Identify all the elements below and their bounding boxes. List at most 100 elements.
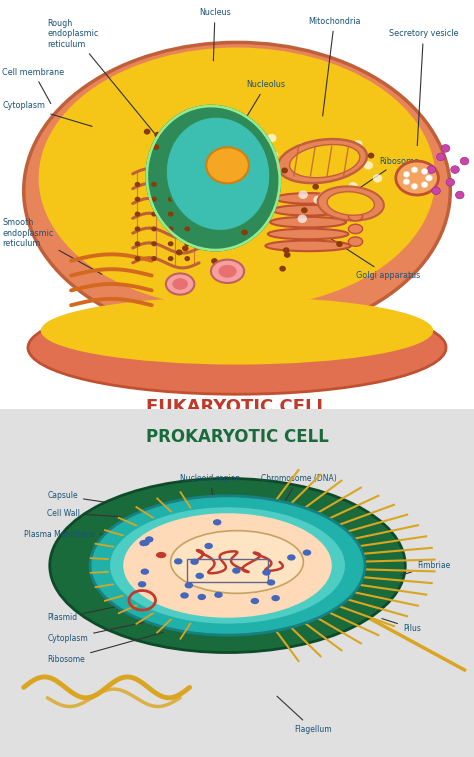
Circle shape <box>258 148 268 156</box>
Ellipse shape <box>348 237 363 246</box>
Circle shape <box>176 250 182 255</box>
Circle shape <box>446 179 455 186</box>
Ellipse shape <box>24 42 450 339</box>
Circle shape <box>364 161 373 170</box>
Circle shape <box>135 182 140 187</box>
Ellipse shape <box>327 192 374 215</box>
Circle shape <box>421 182 428 188</box>
Circle shape <box>211 258 218 264</box>
Text: Cytoplasm: Cytoplasm <box>47 618 163 643</box>
Circle shape <box>299 191 308 199</box>
Circle shape <box>184 241 190 246</box>
Circle shape <box>213 519 221 525</box>
Circle shape <box>151 226 157 232</box>
Ellipse shape <box>268 229 348 239</box>
Circle shape <box>135 226 140 232</box>
Circle shape <box>184 182 190 187</box>
Circle shape <box>151 182 157 187</box>
Circle shape <box>232 568 241 574</box>
Text: Capsule: Capsule <box>47 491 106 503</box>
Circle shape <box>247 156 254 162</box>
Circle shape <box>298 142 307 151</box>
Circle shape <box>427 166 436 173</box>
Text: Mitochondria: Mitochondria <box>308 17 361 116</box>
Circle shape <box>298 214 307 223</box>
Ellipse shape <box>290 145 360 178</box>
Circle shape <box>135 197 140 202</box>
Ellipse shape <box>50 478 405 653</box>
Circle shape <box>168 256 173 261</box>
Circle shape <box>284 252 291 258</box>
Circle shape <box>269 151 278 160</box>
Circle shape <box>426 175 432 181</box>
Bar <box>187 559 268 582</box>
Circle shape <box>303 550 311 556</box>
Circle shape <box>155 132 161 138</box>
Text: Cell Wall: Cell Wall <box>47 509 120 518</box>
Ellipse shape <box>348 211 363 221</box>
Circle shape <box>301 207 308 213</box>
Text: Cytoplasm: Cytoplasm <box>2 101 92 126</box>
Circle shape <box>151 241 157 246</box>
Text: Cell membrane: Cell membrane <box>2 67 64 104</box>
Ellipse shape <box>275 193 341 204</box>
Circle shape <box>411 183 418 189</box>
Circle shape <box>421 169 428 174</box>
Circle shape <box>186 196 193 202</box>
Circle shape <box>303 162 312 170</box>
Ellipse shape <box>206 148 249 183</box>
Ellipse shape <box>184 411 289 448</box>
Circle shape <box>184 211 190 217</box>
Text: Nucleolus: Nucleolus <box>229 80 285 146</box>
Text: Plasmid: Plasmid <box>47 601 144 622</box>
Circle shape <box>426 175 432 181</box>
Circle shape <box>373 174 382 182</box>
Text: Smooth
endoplasmic
reticulum: Smooth endoplasmic reticulum <box>2 218 102 274</box>
Circle shape <box>262 569 271 575</box>
Circle shape <box>460 157 469 165</box>
Circle shape <box>211 195 218 201</box>
Circle shape <box>283 248 290 253</box>
Circle shape <box>287 554 296 561</box>
Text: Nucleus: Nucleus <box>199 8 231 61</box>
Circle shape <box>262 151 272 159</box>
Ellipse shape <box>270 217 346 227</box>
Circle shape <box>195 573 204 579</box>
Text: Ribosome: Ribosome <box>47 632 163 664</box>
Circle shape <box>267 134 276 142</box>
Circle shape <box>342 150 352 158</box>
Circle shape <box>403 171 410 177</box>
Ellipse shape <box>265 241 351 251</box>
Ellipse shape <box>396 161 438 195</box>
Circle shape <box>139 540 148 547</box>
Circle shape <box>168 182 173 187</box>
Circle shape <box>198 593 206 600</box>
Circle shape <box>214 592 223 598</box>
Ellipse shape <box>273 205 344 216</box>
Text: Secretory vesicle: Secretory vesicle <box>389 30 458 145</box>
Ellipse shape <box>318 186 384 220</box>
Circle shape <box>151 197 157 202</box>
Circle shape <box>151 256 157 261</box>
Ellipse shape <box>166 117 270 231</box>
Circle shape <box>271 595 280 601</box>
Ellipse shape <box>173 279 188 290</box>
Text: Flagellum: Flagellum <box>277 696 331 734</box>
Circle shape <box>135 256 140 261</box>
Circle shape <box>184 256 190 261</box>
Circle shape <box>403 179 410 185</box>
Text: Nucleoid region: Nucleoid region <box>180 474 240 528</box>
Circle shape <box>168 241 173 246</box>
Circle shape <box>135 211 140 217</box>
Text: EUKARYOTIC CELL: EUKARYOTIC CELL <box>146 398 328 416</box>
Circle shape <box>312 184 319 190</box>
Text: Golgi apparatus: Golgi apparatus <box>325 235 420 280</box>
Circle shape <box>141 569 149 575</box>
Circle shape <box>184 582 193 588</box>
Circle shape <box>168 211 173 217</box>
Text: Pilus: Pilus <box>382 618 421 633</box>
Circle shape <box>184 197 190 202</box>
Text: Plasma Membrane: Plasma Membrane <box>24 530 130 539</box>
Circle shape <box>456 192 464 199</box>
Circle shape <box>168 226 173 232</box>
